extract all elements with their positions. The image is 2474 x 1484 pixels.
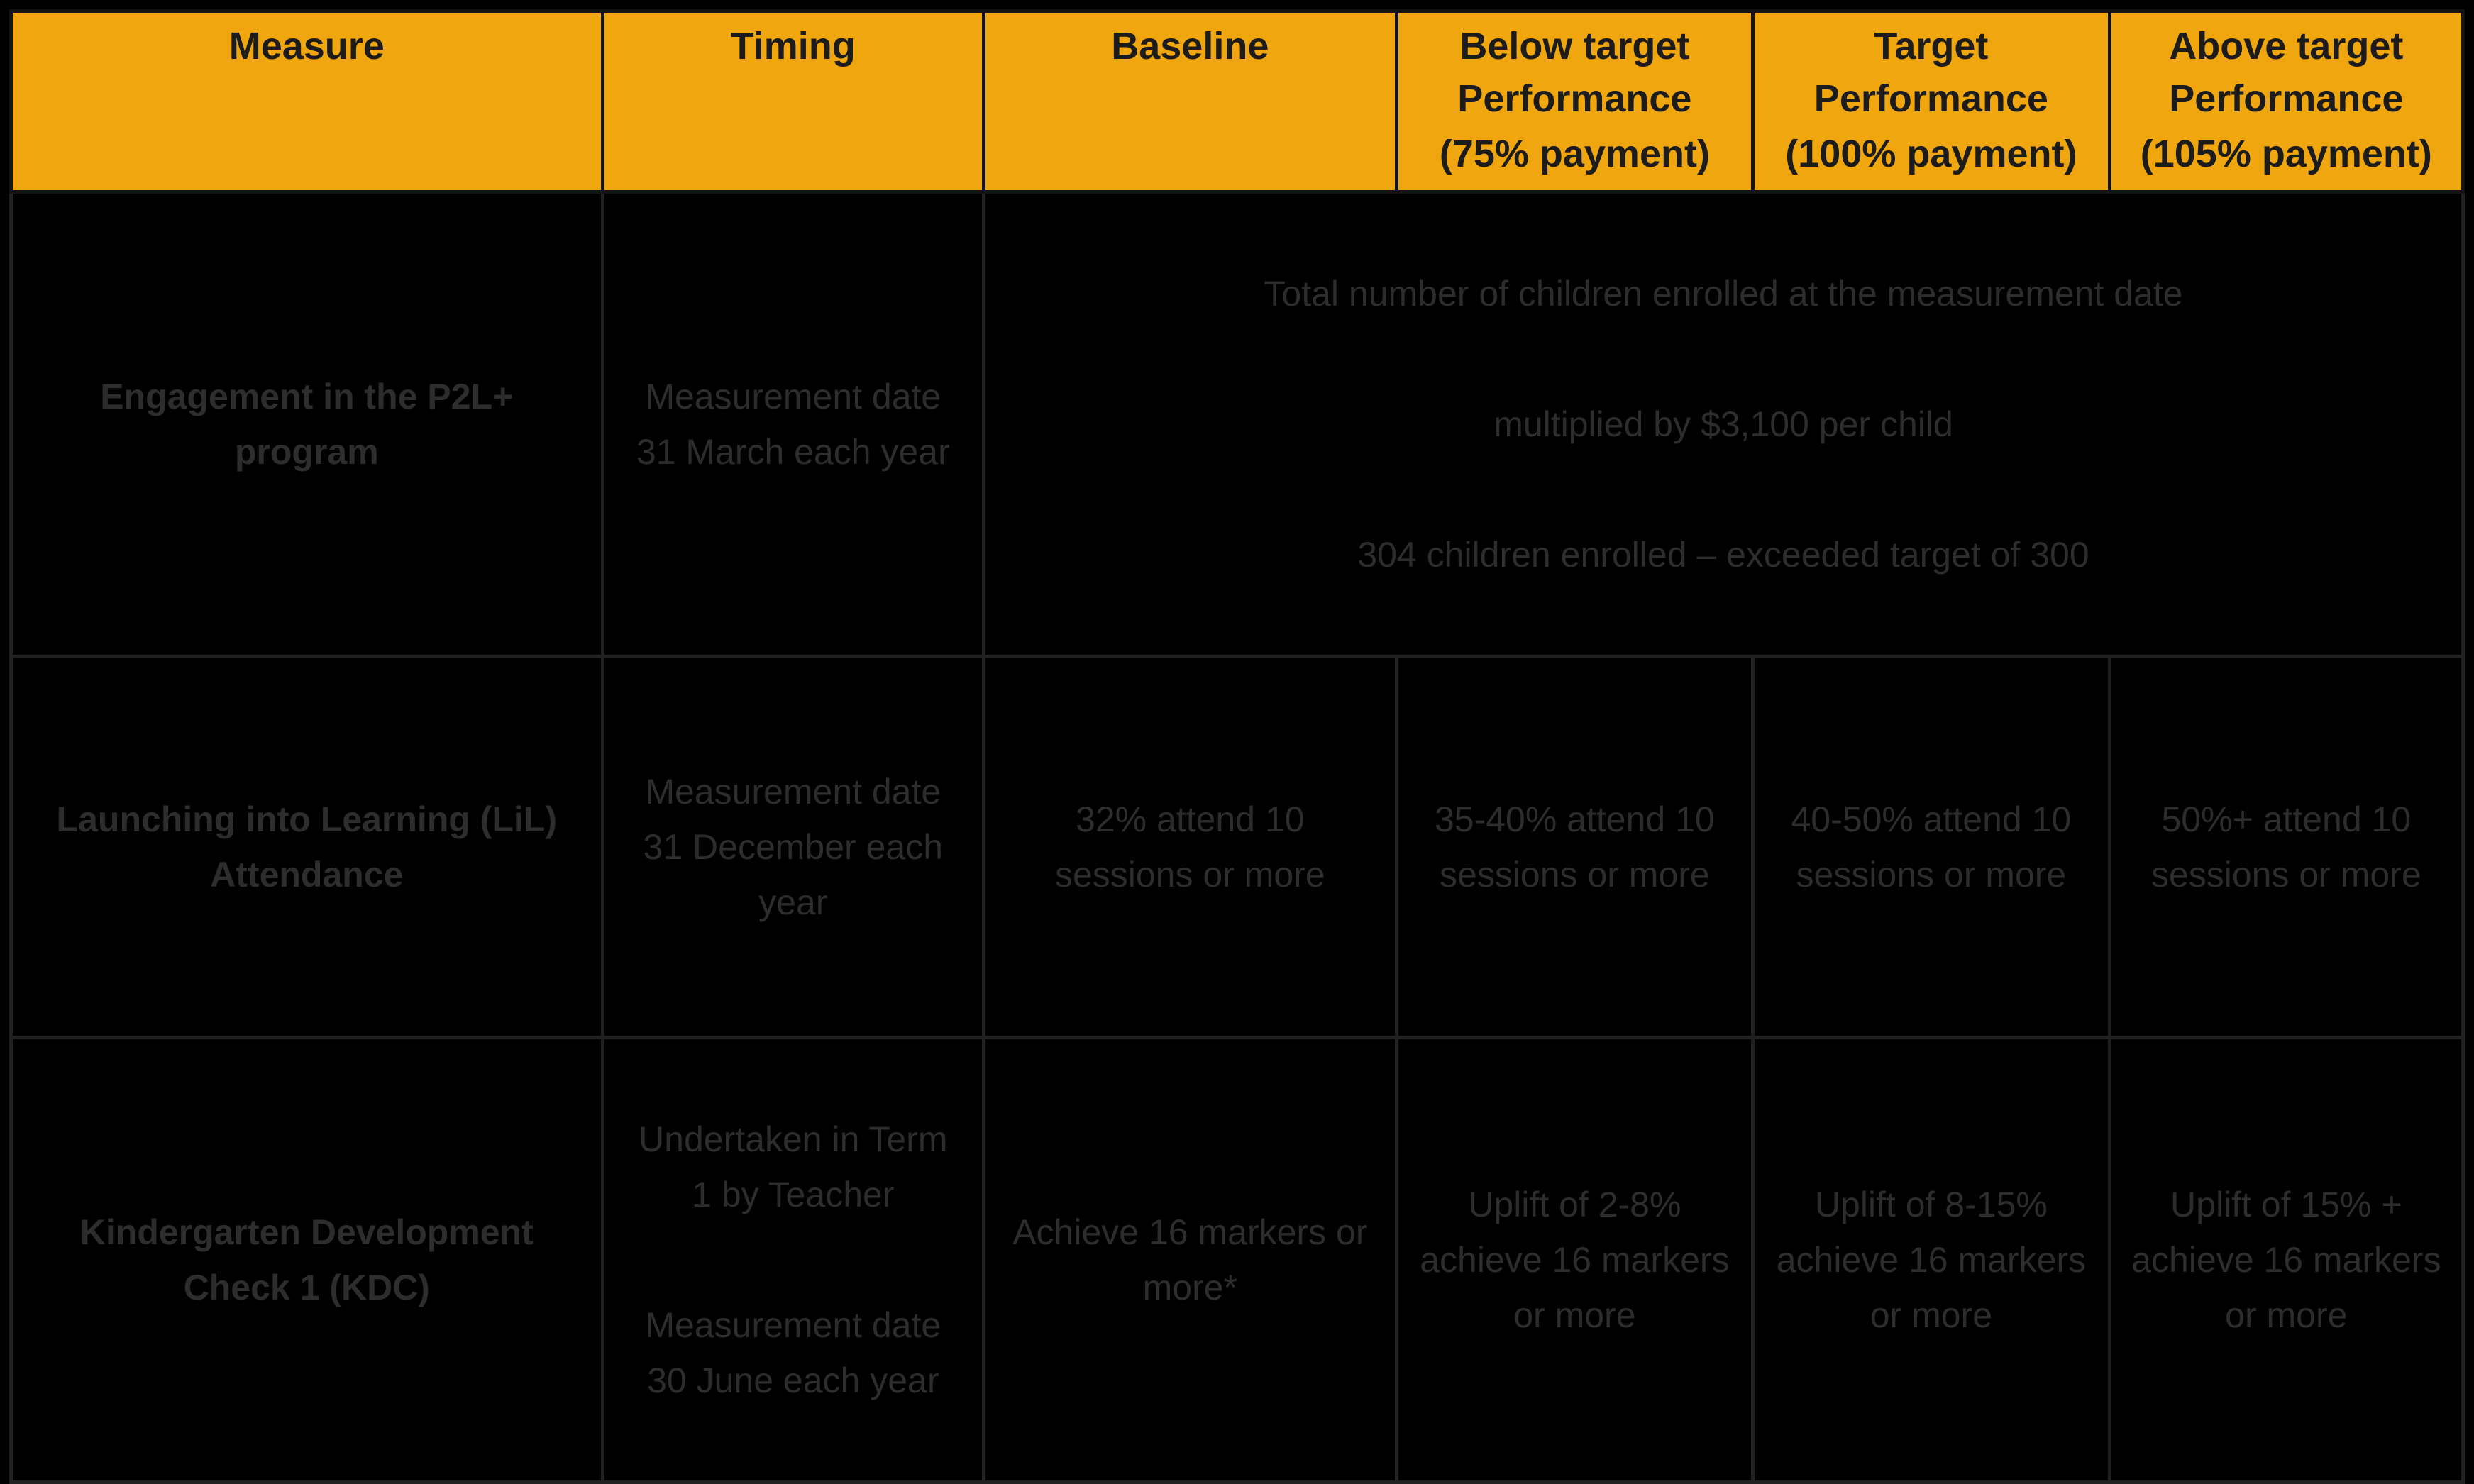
header-label: Baseline bbox=[1111, 25, 1269, 67]
above-target-cell: 50%+ attend 10 sessions or more bbox=[2107, 655, 2465, 1039]
header-row: Measure Timing Baseline Below target Per… bbox=[9, 9, 2465, 194]
performance-table-frame: Measure Timing Baseline Below target Per… bbox=[9, 9, 2465, 1484]
header-label: Below target Performance bbox=[1457, 25, 1692, 120]
above-target-cell: Uplift of 15% + achieve 16 markers or mo… bbox=[2107, 1036, 2465, 1484]
col-header-above-target: Above target Performance (105% payment) bbox=[2107, 9, 2465, 194]
baseline-cell: Achieve 16 markers or more* bbox=[981, 1036, 1398, 1484]
measure-cell: Kindergarten Development Check 1 (KDC) bbox=[9, 1036, 604, 1484]
timing-cell: Measurement date 31 March each year bbox=[600, 190, 985, 658]
measure-cell: Launching into Learning (LiL) Attendance bbox=[9, 655, 604, 1039]
below-target-cell: 35-40% attend 10 sessions or more bbox=[1394, 655, 1755, 1039]
timing-cell: Measurement date 31 December each year bbox=[600, 655, 985, 1039]
payment-label: (75% payment) bbox=[1439, 133, 1710, 175]
payment-label: (105% payment) bbox=[2140, 133, 2432, 175]
header-label: Above target Performance bbox=[2169, 25, 2404, 120]
row-engagement-p2l: Engagement in the P2L+ program Measureme… bbox=[9, 190, 2465, 658]
target-cell: Uplift of 8-15% achieve 16 markers or mo… bbox=[1751, 1036, 2111, 1484]
baseline-cell: 32% attend 10 sessions or more bbox=[981, 655, 1398, 1039]
cell-text: Measurement date 30 June each year bbox=[645, 1305, 941, 1400]
below-target-cell: Uplift of 2-8% achieve 16 markers or mor… bbox=[1394, 1036, 1755, 1484]
payment-label: (100% payment) bbox=[1785, 133, 2077, 175]
merged-payment-formula-cell: Total number of children enrolled at the… bbox=[981, 190, 2465, 658]
row-lil-attendance: Launching into Learning (LiL) Attendance… bbox=[9, 655, 2465, 1039]
measure-cell: Engagement in the P2L+ program bbox=[9, 190, 604, 658]
header-label: Measure bbox=[228, 25, 385, 67]
col-header-measure: Measure bbox=[9, 9, 604, 194]
cell-text: Measurement date 31 December each year bbox=[643, 772, 944, 922]
col-header-baseline: Baseline bbox=[981, 9, 1398, 194]
row-kdc-check: Kindergarten Development Check 1 (KDC) U… bbox=[9, 1036, 2465, 1484]
cell-text: Measurement date 31 March each year bbox=[636, 377, 950, 472]
header-label: Timing bbox=[730, 25, 856, 67]
cell-text: multiplied by $3,100 per child bbox=[1493, 404, 1953, 444]
col-header-target: Target Performance (100% payment) bbox=[1751, 9, 2111, 194]
col-header-timing: Timing bbox=[600, 9, 985, 194]
col-header-below-target: Below target Performance (75% payment) bbox=[1394, 9, 1755, 194]
cell-text: Undertaken in Term 1 by Teacher bbox=[639, 1119, 948, 1214]
cell-text: 304 children enrolled – exceeded target … bbox=[1357, 535, 2089, 575]
cell-text: Total number of children enrolled at the… bbox=[1264, 274, 2183, 314]
header-label: Target Performance bbox=[1813, 25, 2048, 120]
target-cell: 40-50% attend 10 sessions or more bbox=[1751, 655, 2111, 1039]
timing-cell: Undertaken in Term 1 by Teacher Measurem… bbox=[600, 1036, 985, 1484]
performance-measures-table: Measure Timing Baseline Below target Per… bbox=[9, 9, 2465, 1484]
